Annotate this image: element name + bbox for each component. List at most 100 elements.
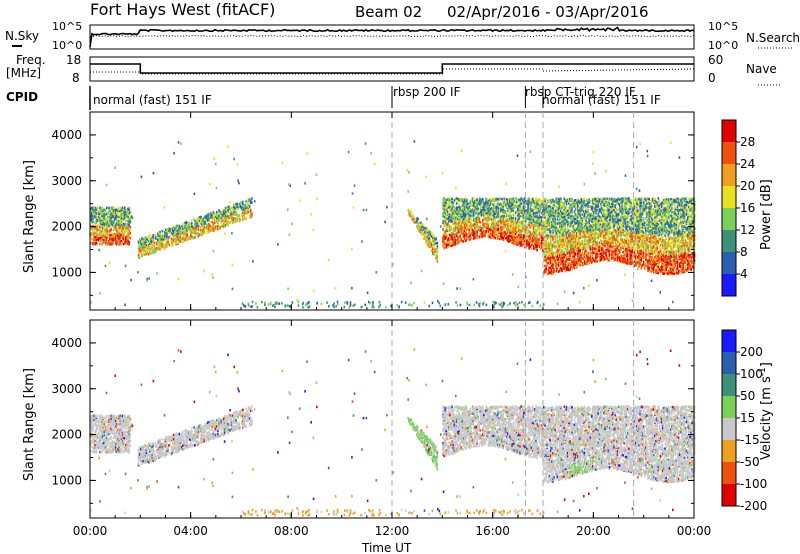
power-cell (581, 239, 584, 243)
power-cell (416, 216, 418, 220)
power-cell (159, 235, 161, 239)
power-cell (148, 234, 150, 238)
power-cell (459, 206, 461, 209)
power-cell (443, 217, 446, 220)
power-cell (141, 243, 143, 246)
power-cell (119, 222, 121, 226)
power-cell (478, 225, 481, 228)
power-cell (151, 237, 153, 241)
power-cell (91, 237, 93, 241)
power-cell (454, 232, 457, 236)
power-cell (455, 221, 458, 224)
power-cell (424, 237, 426, 240)
power-cell (471, 224, 474, 227)
power-cell (163, 238, 166, 241)
power-cell (230, 219, 233, 223)
power-cell (423, 224, 425, 227)
noise-left-tick-top: 10^5 (52, 20, 82, 33)
power-cell (171, 227, 174, 230)
power-cell (170, 244, 173, 248)
power-cell (407, 208, 409, 212)
power-cell (95, 221, 98, 225)
power-cell (455, 219, 458, 222)
power-cell (200, 215, 202, 219)
power-cell (99, 242, 101, 246)
power-cell (201, 223, 203, 226)
power-cell (94, 208, 97, 212)
power-cell (571, 198, 573, 201)
power-cell (169, 228, 172, 231)
power-cell (485, 216, 487, 220)
power-cell (416, 220, 418, 224)
power-cell (116, 208, 118, 212)
power-cell (430, 232, 433, 235)
power-cell (468, 210, 470, 213)
power-cell (483, 225, 485, 228)
power-cell (116, 214, 118, 218)
power-cell (223, 225, 226, 228)
power-cell (466, 238, 468, 241)
power-cell (478, 235, 481, 238)
power-cell (194, 219, 196, 223)
power-cell (458, 235, 460, 239)
power-cell (223, 220, 226, 223)
power-cell (223, 207, 226, 210)
power-cell (101, 237, 103, 241)
power-cell (170, 237, 173, 241)
power-cell (470, 214, 473, 218)
power-cell (486, 198, 489, 202)
power-cell (229, 206, 232, 209)
power-cell (445, 208, 448, 212)
power-cell (412, 220, 415, 223)
power-cell (126, 228, 128, 232)
power-cell (433, 246, 435, 249)
power-cell (251, 215, 253, 218)
power-cell (177, 232, 180, 235)
power-cell (487, 222, 490, 225)
power-cell (482, 197, 484, 201)
power-cell (142, 252, 144, 255)
power-cell (451, 244, 453, 247)
power-cell (125, 219, 127, 223)
power-cell (232, 217, 235, 220)
power-cell (467, 224, 469, 228)
power-cell (453, 233, 456, 236)
power-cell (222, 214, 225, 218)
power-cell (118, 207, 120, 211)
power-cell (196, 224, 199, 227)
power-cell (167, 228, 169, 232)
power-cell (512, 197, 515, 200)
power-cell (201, 220, 203, 223)
power-cell (445, 201, 448, 205)
power-cell (408, 209, 410, 213)
power-cell (425, 237, 427, 240)
power-cell (113, 221, 116, 225)
power-cell (200, 233, 202, 236)
power-cell (530, 247, 533, 251)
power-cell (119, 206, 121, 210)
power-cell (97, 223, 100, 227)
power-cell (145, 252, 148, 256)
power-cell (455, 239, 458, 242)
power-cell (149, 248, 151, 251)
power-cell (427, 232, 430, 236)
power-cell (206, 215, 209, 218)
power-cell (124, 216, 126, 220)
power-cell (186, 230, 189, 234)
power-cell (117, 226, 119, 230)
power-cell (220, 223, 223, 226)
power-cell (138, 256, 141, 259)
power-cell (114, 234, 117, 238)
power-cell (454, 224, 457, 228)
power-cell (452, 211, 455, 214)
power-cell (482, 229, 484, 232)
power-cell (476, 225, 478, 229)
power-cell (118, 215, 120, 219)
power-cell (113, 208, 116, 212)
power-cell (149, 234, 151, 237)
power-cell (581, 251, 584, 255)
power-cell (150, 240, 152, 243)
power-cell (179, 227, 182, 230)
power-cell (218, 225, 220, 228)
power-cell (485, 222, 487, 226)
